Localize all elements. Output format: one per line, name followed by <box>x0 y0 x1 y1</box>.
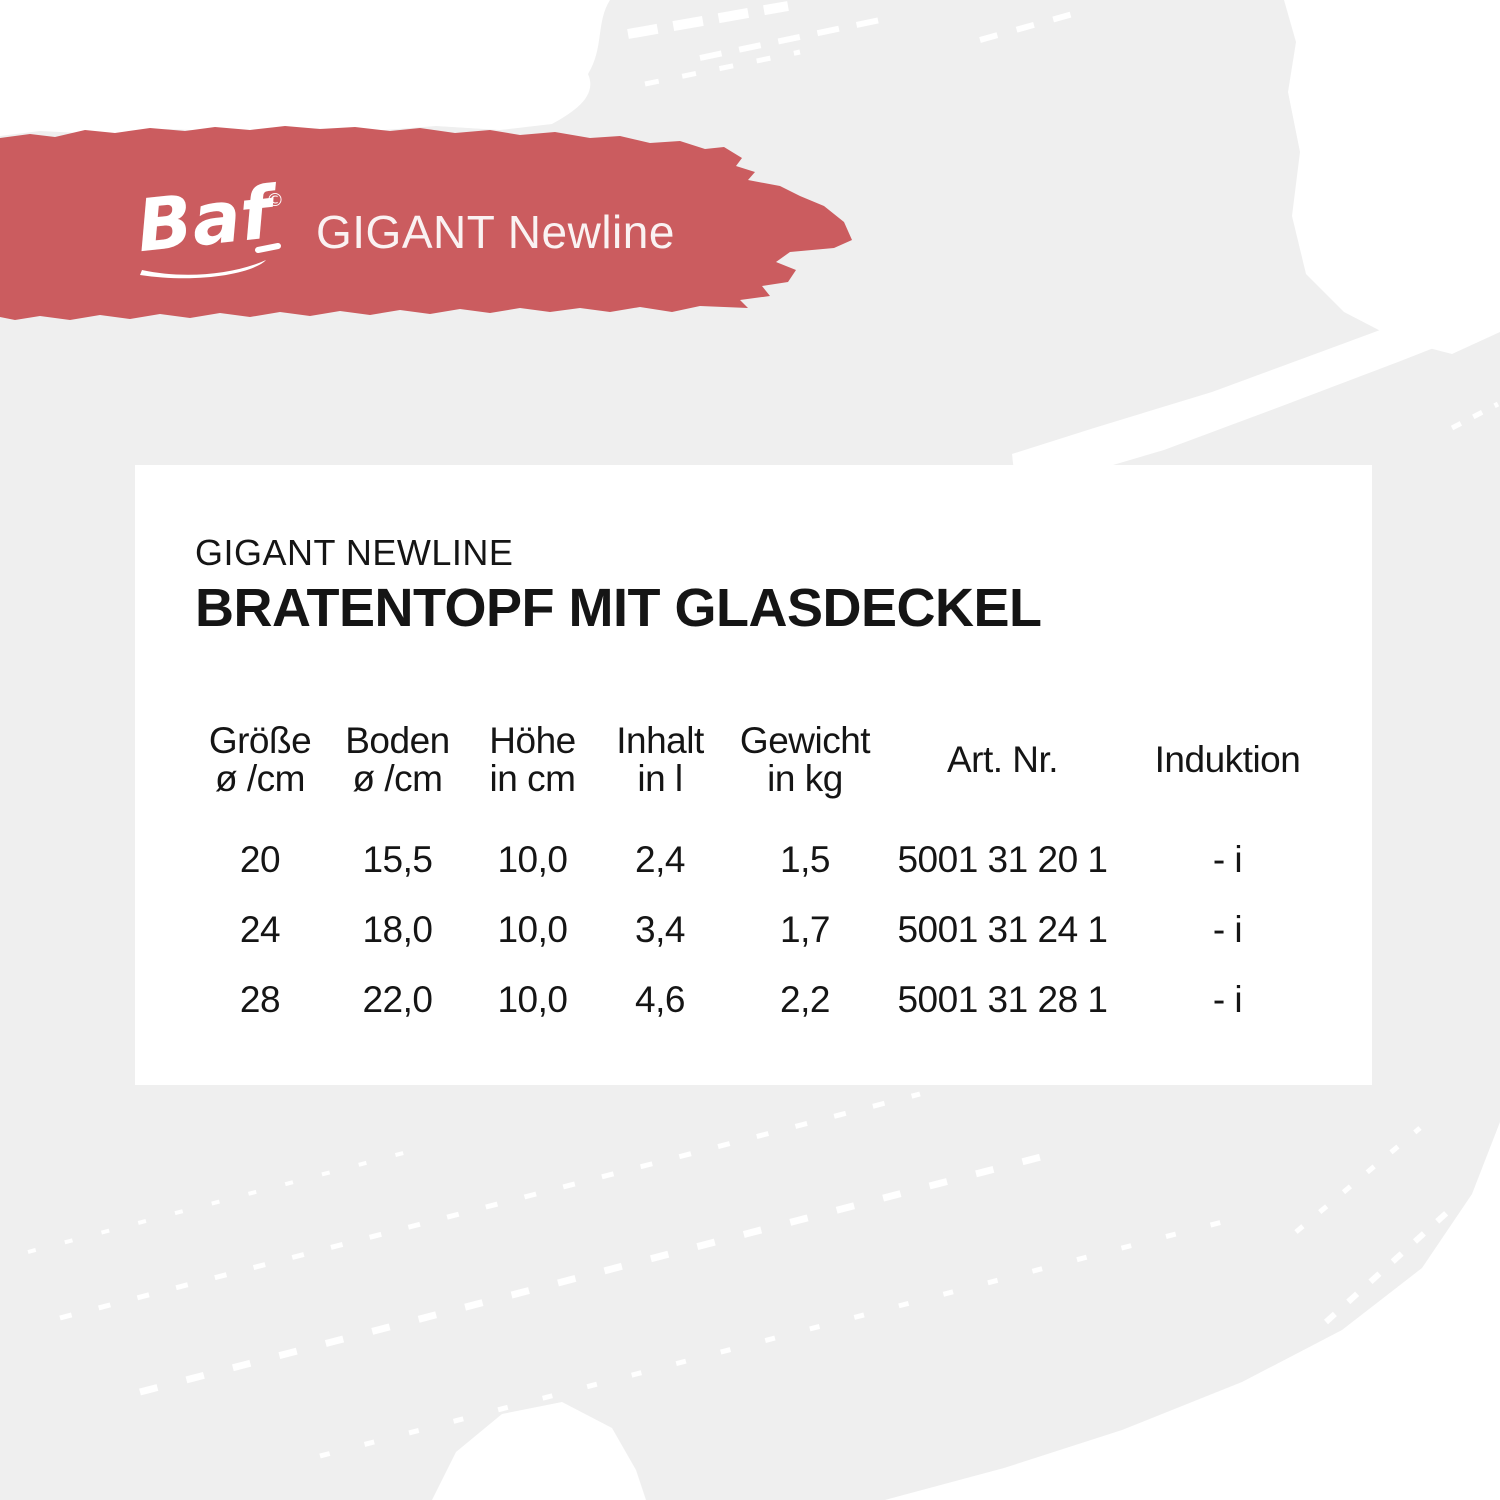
brand-series-label: GIGANT Newline <box>316 206 675 258</box>
white-paint-bottom-wedge <box>432 1402 646 1500</box>
baf-logo-graphic: Baf © <box>133 170 284 279</box>
cell-induktion: - i <box>1212 839 1243 880</box>
cell-groesse: 28 <box>239 979 281 1020</box>
column-header-hoehe: Höhe in cm <box>470 721 595 799</box>
white-paint-top-left <box>0 0 610 136</box>
cell-hoehe: 10,0 <box>497 909 568 950</box>
header-line2: in kg <box>767 758 843 799</box>
header-line1: Induktion <box>1154 739 1301 780</box>
header-line1: Gewicht <box>739 720 871 761</box>
product-series: GIGANT NEWLINE <box>195 532 514 573</box>
baf-logo-text: Baf <box>133 170 283 268</box>
column-header-inhalt: Inhalt in l <box>595 721 725 799</box>
cell-hoehe: 10,0 <box>497 839 568 880</box>
brand-banner-brush <box>0 126 852 320</box>
header-line1: Höhe <box>489 720 576 761</box>
table-row: 28 22,0 10,0 4,6 2,2 5001 31 28 1 - i <box>195 965 1335 1035</box>
table-row: 20 15,5 10,0 2,4 1,5 5001 31 20 1 - i <box>195 825 1335 895</box>
white-streaks-top <box>627 1 1081 87</box>
cell-gewicht: 1,5 <box>780 839 830 880</box>
cell-artnr: 5001 31 28 1 <box>897 979 1108 1020</box>
copyright-mark: © <box>266 190 284 211</box>
cell-groesse: 20 <box>239 839 281 880</box>
cell-boden: 22,0 <box>362 979 433 1020</box>
cell-boden: 18,0 <box>362 909 433 950</box>
table-header-row: Größe ø /cm Boden ø /cm Höhe in cm Inhal… <box>195 721 1335 799</box>
white-paint-diagonal-band <box>1012 284 1500 490</box>
cell-induktion: - i <box>1212 979 1243 1020</box>
header-line1: Inhalt <box>616 720 704 761</box>
header-line1: Art. Nr. <box>946 739 1059 780</box>
product-title: BRATENTOPF MIT GLASDECKEL <box>195 578 1042 638</box>
brand-banner: Baf © GIGANT Newline <box>133 158 675 298</box>
cell-groesse: 24 <box>239 909 281 950</box>
table-row: 24 18,0 10,0 3,4 1,7 5001 31 24 1 - i <box>195 895 1335 965</box>
baf-logo: Baf © <box>133 158 290 298</box>
cell-induktion: - i <box>1212 909 1243 950</box>
logo-underline-swoosh <box>140 260 266 279</box>
header-line1: Boden <box>345 720 450 761</box>
header-line2: ø /cm <box>215 758 305 799</box>
column-header-gewicht: Gewicht in kg <box>725 721 885 799</box>
cell-artnr: 5001 31 20 1 <box>897 839 1108 880</box>
cell-inhalt: 2,4 <box>635 839 685 880</box>
spec-card: GIGANT NEWLINE BRATENTOPF MIT GLASDECKEL… <box>135 465 1372 1085</box>
white-paint-top-right <box>1284 0 1500 354</box>
header-line2: ø /cm <box>352 758 443 799</box>
cell-hoehe: 10,0 <box>497 979 568 1020</box>
cell-inhalt: 3,4 <box>635 909 685 950</box>
cell-gewicht: 1,7 <box>780 909 830 950</box>
cell-gewicht: 2,2 <box>780 979 830 1020</box>
column-header-groesse: Größe ø /cm <box>195 721 325 799</box>
logo-dash <box>255 243 281 253</box>
cell-artnr: 5001 31 24 1 <box>897 909 1108 950</box>
header-line2: in cm <box>489 758 576 799</box>
cell-boden: 15,5 <box>362 839 433 880</box>
header-line2: in l <box>637 758 683 799</box>
column-header-artnr: Art. Nr. <box>885 721 1120 799</box>
white-paint-bottom-right <box>885 1122 1500 1500</box>
column-header-boden: Boden ø /cm <box>325 721 470 799</box>
cell-inhalt: 4,6 <box>635 979 685 1020</box>
spec-table: Größe ø /cm Boden ø /cm Höhe in cm Inhal… <box>195 721 1335 1035</box>
header-line1: Größe <box>208 720 312 761</box>
white-streaks-bottom <box>27 401 1500 1459</box>
column-header-induktion: Induktion <box>1120 721 1335 799</box>
